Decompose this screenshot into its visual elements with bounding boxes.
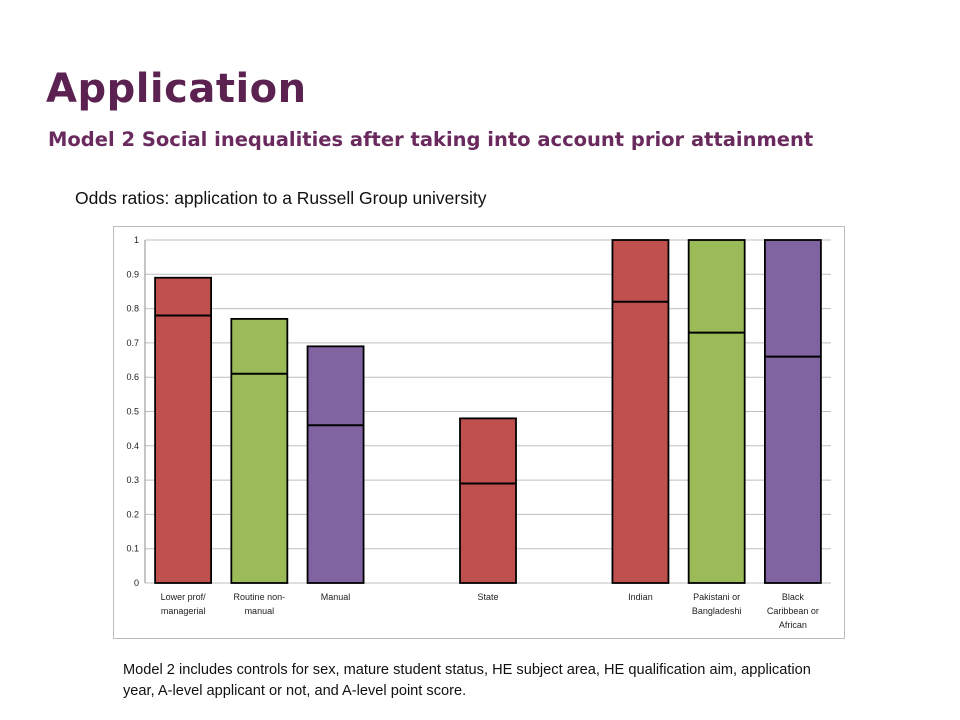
y-tick-label: 0.1 (126, 544, 139, 554)
category-label: managerial (161, 606, 206, 616)
category-label: Manual (321, 592, 351, 602)
y-tick-label: 0.8 (126, 304, 139, 314)
bar-chart: 0 0.1 0.2 0.3 0.4 0.5 0.6 0.7 0.8 0.9 1 Lower prof/… (126, 235, 831, 630)
category-label: Lower prof/ (161, 592, 207, 602)
y-tick-label: 0.5 (126, 407, 139, 417)
model-note: Model 2 includes controls for sex, matur… (123, 662, 811, 699)
y-tick-label: 0.6 (126, 372, 139, 382)
bar (306, 345, 365, 584)
category-label: State (477, 592, 498, 602)
y-tick-label: 0.9 (126, 269, 139, 279)
category-label: African (779, 620, 807, 630)
y-tick-label: 0.3 (126, 475, 139, 485)
bar (230, 317, 289, 584)
y-tick-label: 0 (134, 578, 139, 588)
y-tick-label: 1 (134, 235, 139, 245)
category-label: Indian (628, 592, 653, 602)
bar (459, 417, 517, 584)
category-label: Caribbean or (767, 606, 819, 616)
category-label: Bangladeshi (692, 606, 742, 616)
category-label: Black (782, 592, 805, 602)
bar (611, 239, 670, 584)
category-label: Pakistani or (693, 592, 740, 602)
category-label: Routine non- (234, 592, 286, 602)
page-title: Application (46, 66, 307, 112)
chart-caption: Odds ratios: application to a Russell Gr… (75, 188, 487, 208)
y-tick-label: 0.4 (126, 441, 139, 451)
bar (763, 239, 822, 584)
bar (154, 276, 213, 584)
category-label: manual (245, 606, 275, 616)
y-tick-label: 0.7 (126, 338, 139, 348)
page-subtitle: Model 2 Social inequalities after taking… (48, 128, 814, 151)
y-tick-label: 0.2 (126, 509, 139, 519)
bar (687, 239, 746, 584)
